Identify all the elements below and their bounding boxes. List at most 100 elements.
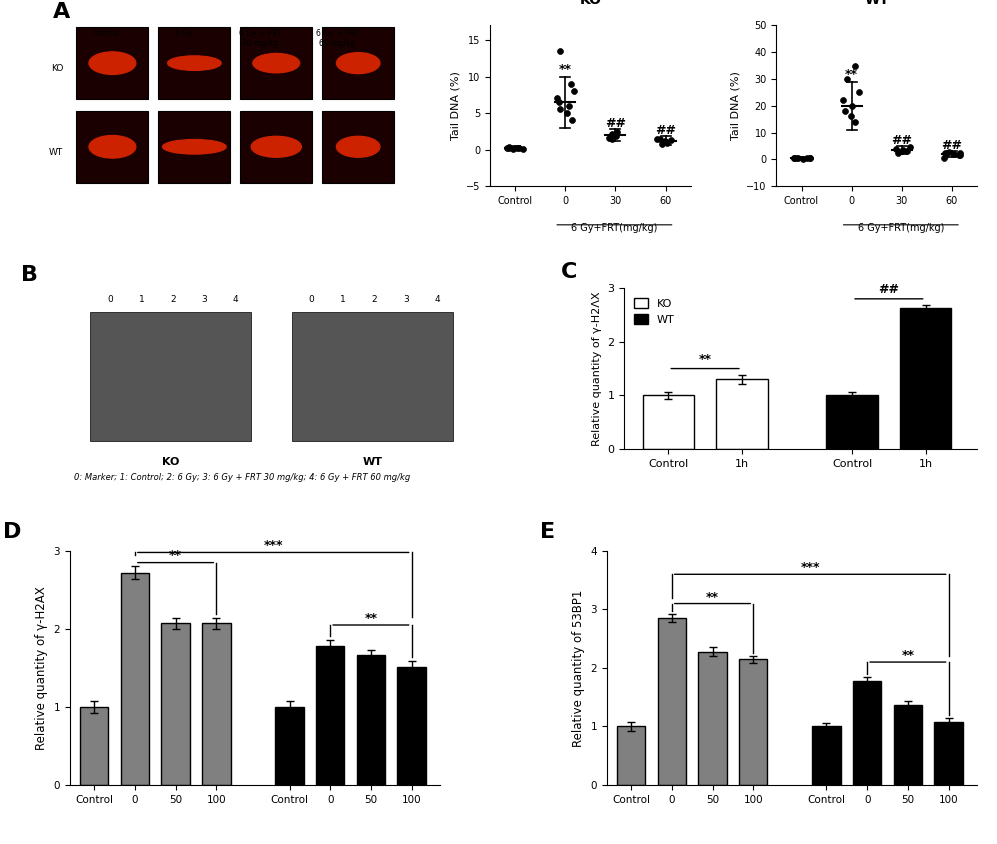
- Text: **: **: [706, 591, 719, 603]
- FancyBboxPatch shape: [159, 111, 230, 183]
- Bar: [357, 655, 385, 785]
- Bar: [934, 722, 963, 785]
- Point: [941, 145, 957, 159]
- Ellipse shape: [251, 137, 301, 157]
- Point: [790, 151, 806, 165]
- Text: 4: 4: [232, 295, 238, 304]
- Point: [894, 144, 910, 158]
- Bar: [121, 573, 150, 785]
- Point: [847, 115, 863, 128]
- Text: 2: 2: [372, 295, 377, 304]
- Point: [839, 73, 855, 86]
- Point: [500, 142, 516, 155]
- Point: [843, 99, 859, 112]
- Text: 1: 1: [340, 295, 346, 304]
- Y-axis label: Tail DNA (%): Tail DNA (%): [731, 72, 741, 140]
- FancyBboxPatch shape: [240, 111, 312, 183]
- Point: [802, 151, 818, 165]
- Text: 6 Gy+FRT(mg/kg): 6 Gy+FRT(mg/kg): [857, 224, 944, 233]
- Point: [548, 92, 564, 106]
- Bar: [275, 707, 304, 785]
- Text: KO: KO: [51, 64, 63, 73]
- FancyBboxPatch shape: [240, 27, 312, 100]
- Text: ***: ***: [263, 539, 283, 552]
- Text: **: **: [169, 549, 182, 562]
- FancyBboxPatch shape: [322, 111, 394, 183]
- Text: 6 Gy + FRT
60 mg/kg: 6 Gy + FRT 60 mg/kg: [316, 29, 359, 48]
- Point: [951, 146, 967, 160]
- Text: ##: ##: [605, 117, 626, 130]
- FancyBboxPatch shape: [291, 312, 453, 441]
- Point: [890, 146, 906, 160]
- Y-axis label: Tail DNA (%): Tail DNA (%): [451, 72, 461, 140]
- Text: 3: 3: [201, 295, 207, 304]
- Circle shape: [336, 137, 380, 157]
- Point: [952, 149, 968, 162]
- Point: [851, 85, 867, 99]
- Point: [938, 149, 954, 162]
- Point: [504, 142, 520, 155]
- Point: [561, 99, 577, 112]
- Point: [500, 141, 516, 154]
- Text: **: **: [699, 353, 712, 365]
- Bar: [643, 395, 694, 449]
- Point: [796, 152, 812, 165]
- Point: [663, 133, 679, 147]
- Y-axis label: Relative quantity of γ-H2AX: Relative quantity of γ-H2AX: [35, 586, 48, 749]
- Text: **: **: [845, 68, 858, 81]
- Y-axis label: Relative quantity of 53BP1: Relative quantity of 53BP1: [572, 589, 585, 747]
- Point: [936, 151, 952, 165]
- Point: [787, 151, 803, 165]
- Bar: [698, 652, 727, 785]
- FancyBboxPatch shape: [159, 27, 230, 100]
- Point: [888, 142, 904, 155]
- Point: [508, 141, 524, 154]
- Point: [551, 103, 567, 116]
- Text: 4: 4: [435, 295, 440, 304]
- Point: [649, 132, 665, 145]
- Point: [606, 128, 622, 142]
- Bar: [80, 707, 109, 785]
- Text: ##: ##: [655, 124, 676, 138]
- FancyBboxPatch shape: [322, 27, 394, 100]
- Text: WT: WT: [49, 148, 63, 157]
- Bar: [900, 309, 951, 449]
- Text: ##: ##: [878, 283, 899, 296]
- Text: **: **: [365, 612, 378, 625]
- Text: 0: 0: [309, 295, 315, 304]
- Bar: [853, 681, 881, 785]
- Text: D: D: [3, 522, 22, 542]
- Text: KO: KO: [162, 457, 179, 467]
- Point: [565, 84, 581, 98]
- Text: 6 Gy: 6 Gy: [174, 29, 192, 37]
- Text: 0: 0: [108, 295, 113, 304]
- Point: [608, 130, 624, 143]
- Point: [846, 59, 862, 73]
- Text: A: A: [53, 2, 71, 22]
- FancyBboxPatch shape: [77, 111, 149, 183]
- Text: **: **: [901, 649, 914, 663]
- Point: [842, 110, 858, 123]
- Point: [936, 147, 952, 160]
- Text: WT: WT: [362, 457, 382, 467]
- FancyBboxPatch shape: [90, 312, 251, 441]
- Title: WT: WT: [864, 0, 889, 8]
- Point: [499, 141, 515, 154]
- Point: [788, 152, 804, 165]
- Point: [836, 105, 852, 118]
- Text: Control: Control: [93, 29, 121, 37]
- Text: 2: 2: [170, 295, 175, 304]
- Point: [604, 132, 620, 145]
- Bar: [658, 618, 686, 785]
- Bar: [162, 624, 189, 785]
- Text: 1: 1: [139, 295, 145, 304]
- Text: ##: ##: [941, 138, 962, 152]
- Text: ##: ##: [891, 134, 912, 147]
- Point: [946, 148, 962, 161]
- Point: [564, 114, 580, 127]
- Point: [601, 131, 617, 144]
- Bar: [739, 659, 768, 785]
- Text: C: C: [560, 262, 577, 282]
- Text: 6 Gy+FRT(mg/kg): 6 Gy+FRT(mg/kg): [571, 224, 658, 233]
- FancyBboxPatch shape: [77, 27, 149, 100]
